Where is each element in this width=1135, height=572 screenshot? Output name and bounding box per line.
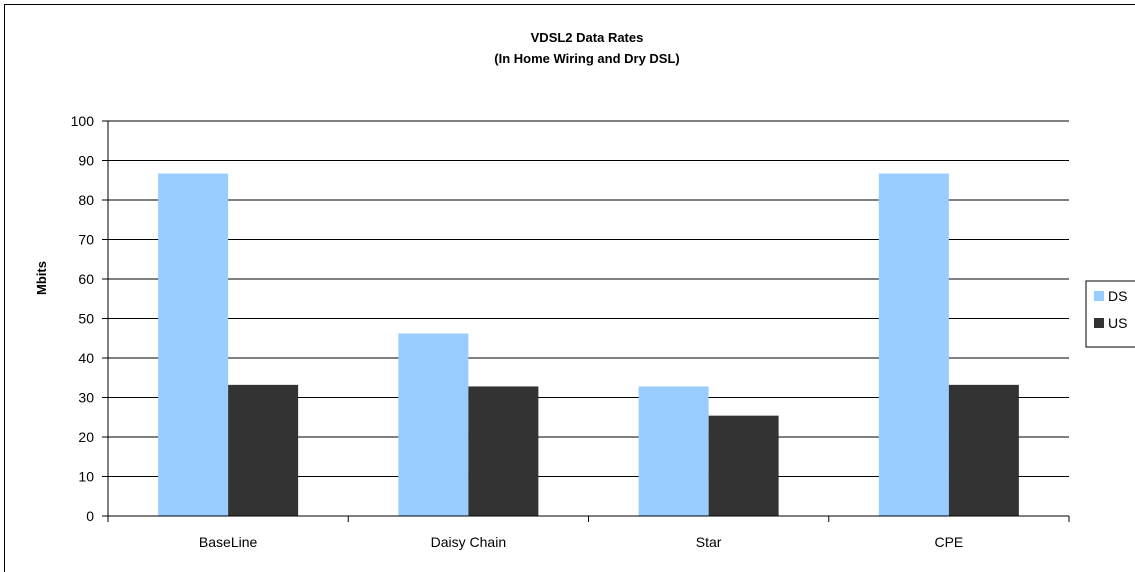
y-tick-label: 10 [78, 469, 94, 485]
bar-us-baseline [228, 384, 299, 516]
y-tick-label: 40 [78, 350, 94, 366]
x-tick-label: Daisy Chain [431, 534, 506, 550]
y-tick-label: 80 [78, 192, 94, 208]
bar-us-daisy-chain [468, 386, 539, 516]
axes: 0 10 20 30 40 50 60 70 80 90 100 BaseLine Daisy Chai… [71, 113, 1070, 550]
y-tick-label: 20 [78, 429, 94, 445]
chart-title-line-2: (In Home Wiring and Dry DSL) [494, 51, 680, 66]
y-tick-label: 100 [71, 113, 95, 129]
bar-ds-daisy-chain [398, 333, 469, 516]
bar-ds-cpe [878, 173, 949, 516]
bars [158, 173, 1019, 516]
x-tick-label: Star [696, 534, 722, 550]
legend-swatch-us [1094, 318, 1104, 328]
x-tick-label: BaseLine [199, 534, 258, 550]
y-tick-label: 60 [78, 271, 94, 287]
bar-ds-star [638, 386, 709, 516]
legend-label-us: US [1108, 315, 1127, 331]
y-tick-label: 30 [78, 390, 94, 406]
legend-label-ds: DS [1108, 288, 1127, 304]
chart-frame [4, 4, 1135, 572]
legend-swatch-ds [1094, 291, 1104, 301]
legend: DS US [1085, 280, 1135, 348]
y-tick-label: 90 [78, 153, 94, 169]
y-tick-label: 50 [78, 311, 94, 327]
bar-ds-baseline [158, 173, 229, 516]
y-tick-label: 70 [78, 232, 94, 248]
y-axis-label: Mbits [34, 261, 49, 295]
x-tick-label: CPE [934, 534, 963, 550]
bar-us-cpe [948, 384, 1019, 516]
y-tick-label: 0 [86, 508, 94, 524]
chart-title-line-1: VDSL2 Data Rates [531, 30, 644, 45]
bar-us-star [708, 415, 779, 516]
